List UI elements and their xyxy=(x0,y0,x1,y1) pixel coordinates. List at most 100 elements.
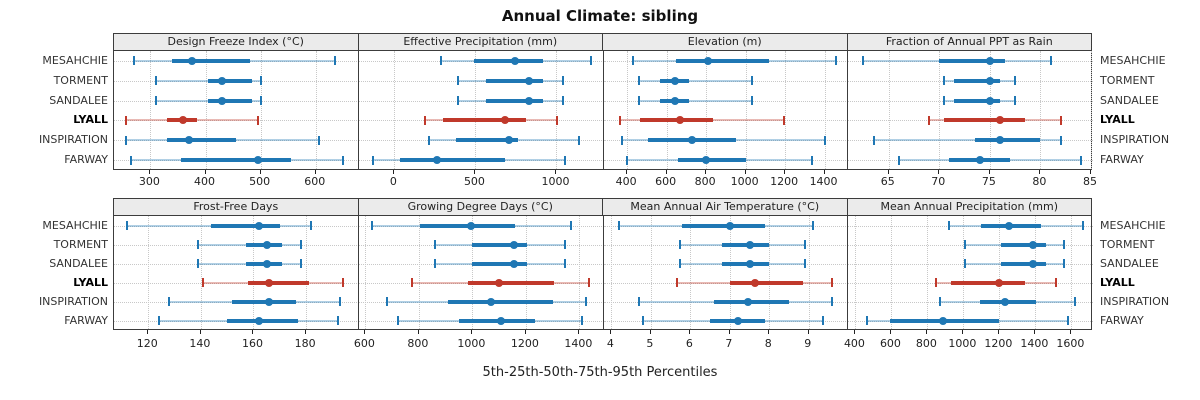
panel xyxy=(114,51,359,169)
v-gridline xyxy=(855,216,857,329)
iqr-bar-25th-75th xyxy=(208,78,253,83)
whisker-cap-5th xyxy=(641,316,644,325)
panel xyxy=(358,51,604,169)
axis-tick-label: 160 xyxy=(241,337,263,350)
whisker-cap-95th xyxy=(803,240,806,249)
iqr-bar-25th-75th xyxy=(456,138,519,143)
axis-tick-label: 1000 xyxy=(541,175,570,188)
axis-tick-label: 5 xyxy=(646,337,654,350)
axis-tick xyxy=(705,170,707,174)
whisker-cap-95th xyxy=(259,76,262,86)
h-gridline xyxy=(848,301,1093,303)
axis-tick-label: 8 xyxy=(764,337,772,350)
h-gridline xyxy=(114,140,358,142)
median-dot xyxy=(262,259,271,268)
whisker-cap-95th xyxy=(299,240,302,249)
median-dot xyxy=(751,278,760,287)
whisker-cap-95th xyxy=(1059,115,1062,125)
panel-strip-title: Effective Precipitation (mm) xyxy=(359,34,603,50)
iqr-bar-25th-75th xyxy=(166,138,236,143)
axis-tick xyxy=(784,170,786,174)
whisker-cap-95th xyxy=(831,278,834,287)
panel-strip-title: Fraction of Annual PPT as Rain xyxy=(885,35,1053,48)
median-dot xyxy=(985,56,994,65)
v-gridline xyxy=(769,216,771,329)
axis-tick xyxy=(364,330,366,334)
iqr-bar-25th-75th xyxy=(974,138,1041,143)
v-gridline xyxy=(150,51,152,169)
iqr-bar-25th-75th xyxy=(472,261,528,266)
axis-tick-label: 0 xyxy=(389,175,397,188)
iqr-bar-25th-75th xyxy=(939,58,1005,63)
iqr-bar-25th-75th xyxy=(485,78,543,83)
whisker-cap-95th xyxy=(750,96,753,106)
median-dot xyxy=(745,259,754,268)
panel-strip-title: Design Freeze Index (°C) xyxy=(114,34,359,50)
whisker-cap-95th xyxy=(821,316,824,325)
axis-tick-label: 1400 xyxy=(809,175,838,188)
whisker-cap-5th xyxy=(157,316,160,325)
whisker-cap-5th xyxy=(124,115,127,125)
site-label-right: TORMENT xyxy=(1100,73,1155,87)
whisker-cap-95th xyxy=(803,259,806,268)
iqr-bar-25th-75th xyxy=(208,98,253,103)
axis-tick-label: 600 xyxy=(304,175,326,188)
site-label-left: FARWAY xyxy=(64,153,108,167)
axis-tick-label: 9 xyxy=(804,337,812,350)
v-gridline xyxy=(579,216,581,329)
v-gridline xyxy=(690,216,692,329)
whisker-cap-5th xyxy=(964,259,967,268)
axis-tick xyxy=(471,330,473,334)
median-dot xyxy=(509,259,518,268)
whisker-cap-5th xyxy=(202,278,205,287)
median-dot xyxy=(218,76,227,85)
x-axis-label: 5th-25th-50th-75th-95th Percentiles xyxy=(482,365,718,380)
axis-tick xyxy=(689,330,691,334)
whisker-cap-5th xyxy=(872,135,875,145)
axis-tick xyxy=(938,170,940,174)
axis-tick xyxy=(823,170,825,174)
site-label-left: MESAHCHIE xyxy=(42,53,108,67)
axis-tick-label: 1600 xyxy=(1056,337,1085,350)
plot-band xyxy=(113,51,1093,170)
whisker-cap-5th xyxy=(638,96,641,106)
whisker-cap-95th xyxy=(810,155,813,165)
whisker-cap-95th xyxy=(1063,240,1066,249)
median-dot xyxy=(487,297,496,306)
plot-band xyxy=(113,216,1093,330)
iqr-bar-25th-75th xyxy=(954,98,1000,103)
median-dot xyxy=(524,96,533,105)
whisker-cap-95th xyxy=(570,221,573,230)
v-gridline xyxy=(253,216,255,329)
axis-tick xyxy=(1039,170,1041,174)
median-dot xyxy=(670,96,679,105)
median-dot xyxy=(218,96,227,105)
axis-tick-label: 1000 xyxy=(948,337,977,350)
v-gridline xyxy=(808,216,810,329)
whisker-cap-5th xyxy=(638,76,641,86)
whisker-cap-5th xyxy=(424,115,427,125)
panel xyxy=(848,51,1093,169)
v-gridline xyxy=(1040,51,1042,169)
median-dot xyxy=(495,278,504,287)
whisker-cap-95th xyxy=(835,56,838,66)
axis-tick-label: 1200 xyxy=(770,175,799,188)
median-dot xyxy=(496,316,505,325)
h-gridline xyxy=(848,263,1093,265)
whisker-cap-5th xyxy=(456,96,459,106)
iqr-bar-25th-75th xyxy=(248,280,309,285)
whisker-cap-5th xyxy=(948,221,951,230)
whisker-cap-95th xyxy=(342,155,345,165)
axis-tick-label: 1400 xyxy=(1020,337,1049,350)
whisker-cap-95th xyxy=(750,76,753,86)
whisker-cap-95th xyxy=(1059,135,1062,145)
median-dot xyxy=(985,96,994,105)
v-gridline xyxy=(666,51,668,169)
site-label-right: FARWAY xyxy=(1100,153,1144,167)
whisker-cap-5th xyxy=(130,155,133,165)
axis-tick xyxy=(988,170,990,174)
whisker-cap-5th xyxy=(679,240,682,249)
panel-strip-row: Design Freeze Index (°C) Effective Precip… xyxy=(113,33,1092,51)
axis-tick-label: 6 xyxy=(685,337,693,350)
